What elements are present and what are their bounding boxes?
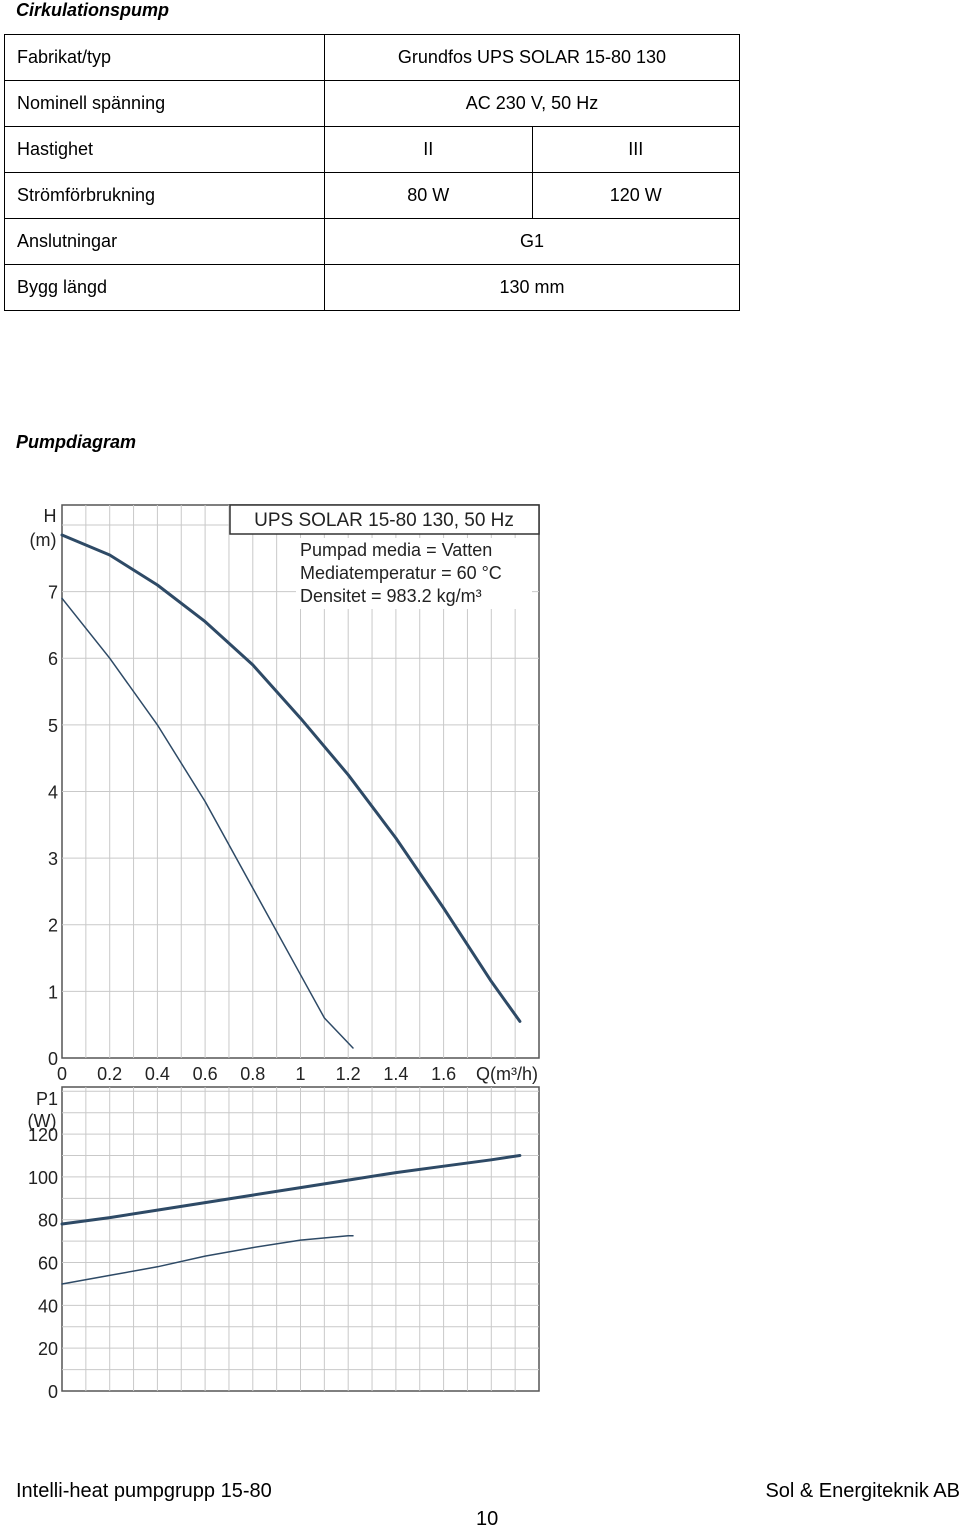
power-y-tick-label: 60 (38, 1254, 58, 1274)
x-tick-label: 1.4 (383, 1064, 408, 1084)
y-axis-label-p1-unit: (W) (28, 1111, 57, 1131)
x-tick-label: 0.6 (193, 1064, 218, 1084)
pump-diagram: UPS SOLAR 15-80 130, 50 Hz Pumpad media … (28, 504, 540, 1400)
table-row: Strömförbrukning 80 W 120 W (4, 172, 740, 219)
temperature-annotation: Mediatemperatur = 60 °C (300, 563, 502, 583)
head-y-tick-label: 2 (48, 916, 58, 936)
spec-table: Fabrikat/typ Grundfos UPS SOLAR 15-80 13… (4, 34, 740, 311)
head-y-tick-label: 3 (48, 849, 58, 869)
speed-iii-value: III (531, 126, 740, 173)
power-plot: P1 (W) 0 20 40 60 80 100 120 (28, 1086, 540, 1400)
head-y-tick-label: 6 (48, 649, 58, 669)
row-value: G1 (324, 218, 740, 265)
section-heading-diagram: Pumpdiagram (16, 432, 137, 452)
head-y-tick-labels: 0 1 2 3 4 5 6 7 (48, 583, 58, 1069)
y-axis-label-h: H (44, 506, 57, 526)
row-label: Strömförbrukning (4, 172, 325, 219)
x-tick-label: 1 (295, 1064, 305, 1084)
head-y-tick-label: 0 (48, 1049, 58, 1069)
table-row: Hastighet II III (4, 126, 740, 173)
y-axis-label-h-unit: (m) (30, 530, 57, 550)
row-label: Bygg längd (4, 264, 325, 311)
power-ii-value: 80 W (324, 172, 533, 219)
power-grid (62, 1087, 539, 1391)
head-y-tick-label: 1 (48, 982, 58, 1002)
x-tick-label: 0.2 (97, 1064, 122, 1084)
row-label: Nominell spänning (4, 80, 325, 127)
row-label: Hastighet (4, 126, 325, 173)
page-number: 10 (476, 1508, 499, 1530)
table-row: Fabrikat/typ Grundfos UPS SOLAR 15-80 13… (4, 34, 740, 81)
density-annotation: Densitet = 983.2 kg/m³ (300, 586, 482, 606)
x-tick-label: 1.6 (431, 1064, 456, 1084)
power-y-tick-label: 80 (38, 1211, 58, 1231)
power-y-tick-label: 100 (28, 1168, 58, 1188)
y-axis-label-p1: P1 (36, 1089, 58, 1109)
row-label: Fabrikat/typ (4, 34, 325, 81)
power-curve-speed-iii (60, 1154, 522, 1226)
table-row: Bygg längd 130 mm (4, 264, 740, 311)
power-y-tick-label: 0 (48, 1382, 58, 1400)
x-tick-label: 1.2 (336, 1064, 361, 1084)
row-value: AC 230 V, 50 Hz (324, 80, 740, 127)
x-tick-label: 0.8 (240, 1064, 265, 1084)
table-row: Anslutningar G1 (4, 218, 740, 265)
x-axis-label-q: Q(m³/h) (476, 1064, 538, 1084)
chart-title: UPS SOLAR 15-80 130, 50 Hz (254, 510, 514, 531)
section-heading-pump: Cirkulationspump (16, 0, 170, 20)
head-y-tick-label: 7 (48, 583, 58, 603)
power-y-tick-label: 40 (38, 1296, 58, 1316)
power-y-tick-label: 20 (38, 1339, 58, 1359)
x-tick-label: 0 (57, 1064, 67, 1084)
media-annotation: Pumpad media = Vatten (300, 540, 492, 560)
head-y-tick-label: 5 (48, 716, 58, 736)
power-curves (60, 1154, 522, 1285)
power-y-tick-labels: 0 20 40 60 80 100 120 (28, 1125, 58, 1400)
chart-title-box (229, 504, 540, 535)
row-label: Anslutningar (4, 218, 325, 265)
head-curves (60, 533, 522, 1049)
power-curve-speed-ii (61, 1235, 354, 1285)
footer-right: Sol & Energiteknik AB (765, 1480, 960, 1502)
speed-ii-value: II (324, 126, 533, 173)
row-value: Grundfos UPS SOLAR 15-80 130 (324, 34, 740, 81)
table-row: Nominell spänning AC 230 V, 50 Hz (4, 80, 740, 127)
media-info-box (296, 538, 532, 609)
row-value: 130 mm (324, 264, 740, 311)
flow-x-tick-labels: 0 0.2 0.4 0.6 0.8 1 1.2 1.4 1.6 (57, 1064, 456, 1084)
head-y-tick-label: 4 (48, 782, 58, 802)
head-plot: UPS SOLAR 15-80 130, 50 Hz Pumpad media … (30, 504, 540, 1084)
footer-left: Intelli-heat pumpgrupp 15-80 (16, 1480, 272, 1502)
x-tick-label: 0.4 (145, 1064, 170, 1084)
power-y-tick-label: 120 (28, 1125, 58, 1145)
power-iii-value: 120 W (531, 172, 740, 219)
head-curve-speed-iii (60, 533, 522, 1023)
head-curve-speed-ii (61, 597, 354, 1049)
